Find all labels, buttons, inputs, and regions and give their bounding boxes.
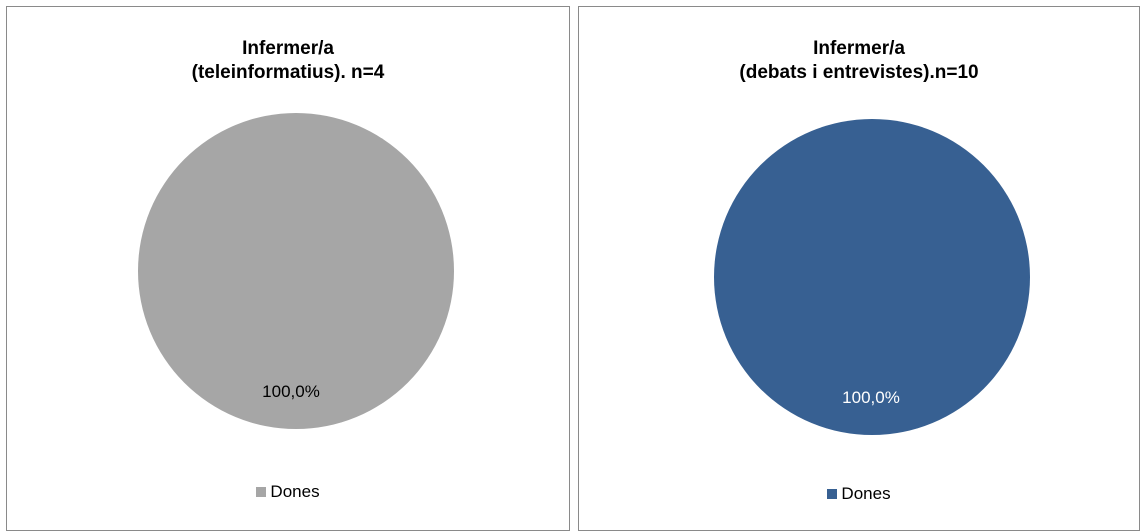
pie-chart: 100,0% xyxy=(138,113,454,429)
legend-label-dones: Dones xyxy=(841,484,891,503)
pie-chart: 100,0% xyxy=(714,119,1030,435)
legend-swatch-dones xyxy=(256,487,267,497)
pie-slice-dones xyxy=(138,113,454,429)
legend: Dones xyxy=(7,482,569,502)
legend-swatch-dones xyxy=(827,489,838,499)
chart-title: Infermer/a (teleinformatius). n=4 xyxy=(7,37,569,85)
legend: Dones xyxy=(579,484,1139,504)
slice-data-label: 100,0% xyxy=(842,388,900,407)
chart-title: Infermer/a (debats i entrevistes).n=10 xyxy=(579,37,1139,85)
chart-title-line-1: Infermer/a xyxy=(242,38,334,59)
slice-data-label: 100,0% xyxy=(262,382,320,401)
legend-label-dones: Dones xyxy=(270,482,320,501)
pie-slice-dones xyxy=(714,119,1030,435)
chart-panel-teleinformatius: Infermer/a (teleinformatius). n=4 100,0%… xyxy=(6,6,570,531)
chart-title-line-2: (teleinformatius). n=4 xyxy=(191,62,385,83)
chart-panel-debats-entrevistes: Infermer/a (debats i entrevistes).n=10 1… xyxy=(578,6,1140,531)
chart-title-line-2: (debats i entrevistes).n=10 xyxy=(739,62,979,83)
chart-title-line-1: Infermer/a xyxy=(813,38,905,59)
